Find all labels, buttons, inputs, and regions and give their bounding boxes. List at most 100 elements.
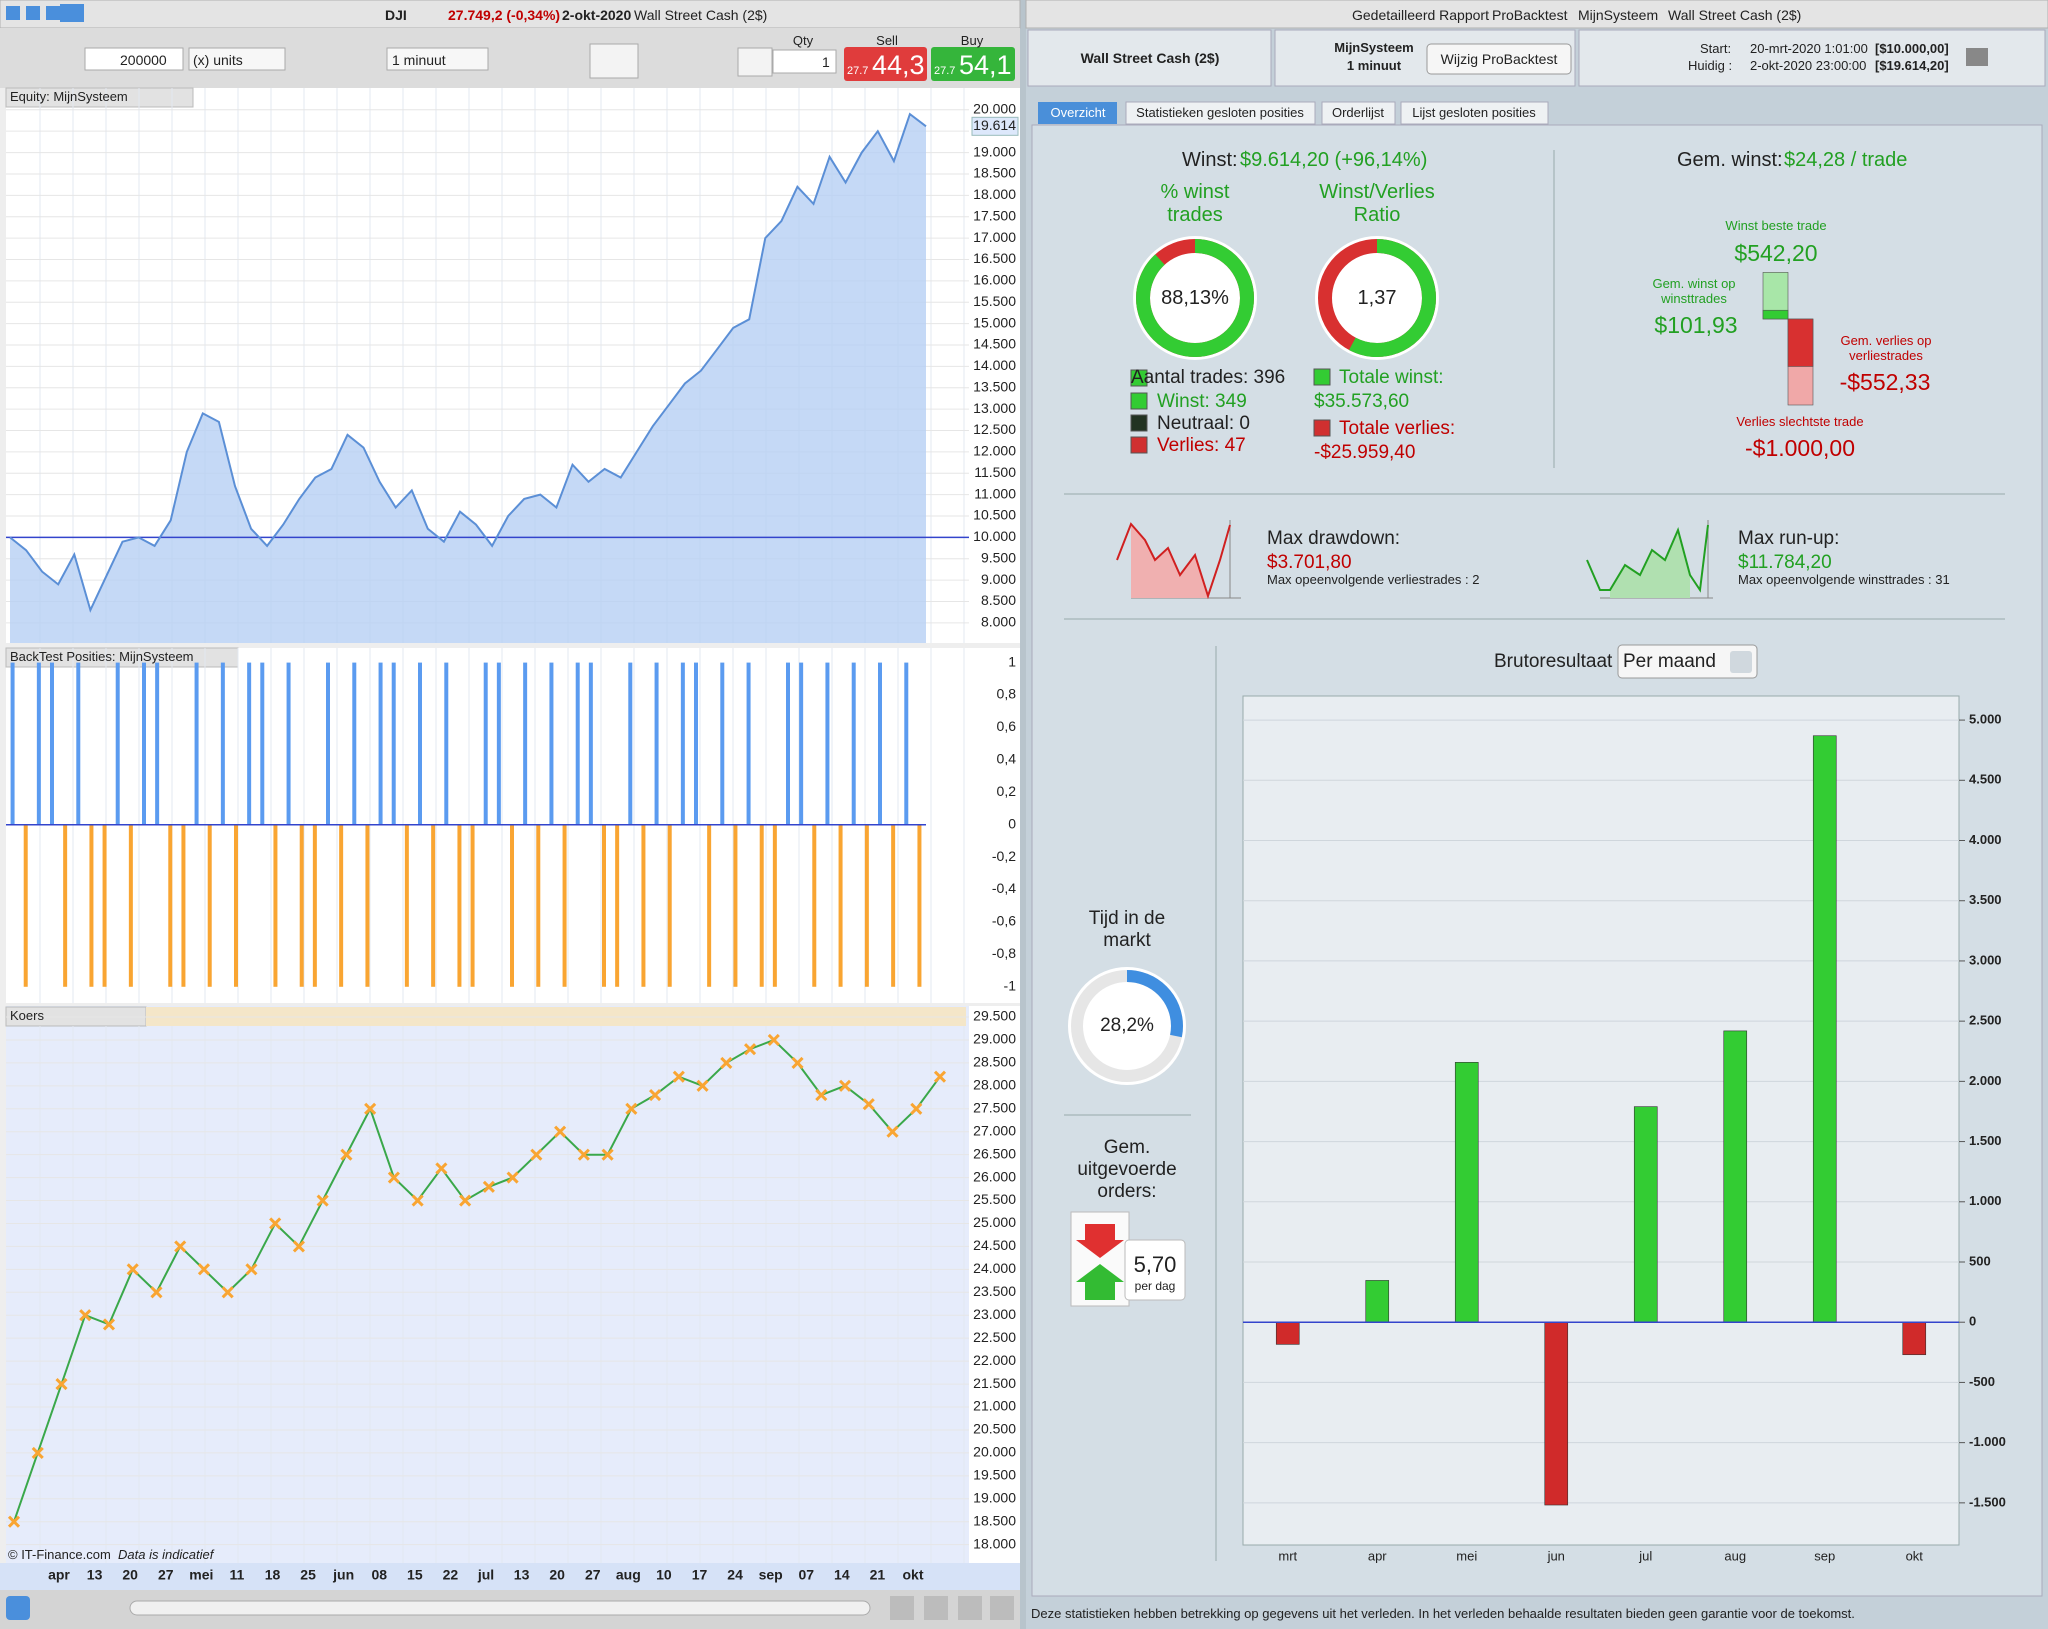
bar [628,662,633,825]
marker [625,1102,638,1115]
start-capital: [$10.000,00] [1875,41,1949,56]
units[interactable]: (x) units [193,52,243,68]
edit-button-label[interactable]: Wijzig ProBacktest [1440,51,1558,67]
y-tick-label: 17.000 [973,229,1016,245]
quantity-input[interactable] [84,47,184,71]
bar [799,662,804,825]
edit-button[interactable] [1426,43,1572,75]
marker [886,1125,899,1138]
sell-button[interactable] [844,47,927,81]
y-tick-label: 4.000 [1969,832,2002,847]
total-loss: -$25.959,40 [1314,442,1416,463]
x-tick-label: aug [1724,1548,1746,1563]
y-tick-label: 20.000 [973,1444,1016,1460]
date-label: 11 [230,1567,245,1583]
y-tick-label: 1 [1008,653,1016,669]
tab[interactable] [1321,101,1396,125]
zoom-button[interactable] [958,1596,982,1620]
quantity[interactable]: 200000 [120,52,167,68]
bar [115,662,120,825]
tab[interactable] [1125,101,1316,125]
bar [812,824,817,987]
marker [530,1148,543,1161]
y-tick-label: 0,2 [997,783,1017,799]
legend-neutral [1130,414,1148,432]
marker [102,1318,116,1331]
bar [562,824,567,987]
bar [50,662,54,825]
legend-loss [1130,436,1148,454]
instrument: Wall Street Cash (2$) [1080,50,1220,66]
tab[interactable] [1400,101,1549,125]
y-tick-label: 13.000 [973,400,1016,416]
share-button[interactable] [6,1596,30,1620]
print-button[interactable] [1966,48,1988,66]
date-label: 18 [265,1567,281,1583]
y-tick-label: 0,8 [997,686,1017,702]
drawdown-icon [1116,520,1241,600]
tab-label[interactable]: Overzicht [1050,105,1106,120]
marker [292,1240,305,1253]
window-button[interactable] [26,6,40,20]
y-tick-label: 26.000 [973,1168,1016,1184]
buy-label: Buy [960,33,984,48]
buy-button[interactable] [931,47,1015,81]
scrollbar[interactable] [129,1600,871,1616]
y-tick-label: 8.500 [981,592,1016,608]
bar [1723,1030,1748,1323]
panel-title: Koers [10,1008,44,1023]
marker [696,1079,709,1092]
y-tick-label: 25.500 [973,1191,1016,1207]
timeframe-select[interactable] [386,47,489,71]
qty[interactable]: 1 [822,54,830,70]
y-tick-label: -1.000 [1969,1434,2006,1449]
marker [7,1515,21,1528]
date-label: 20 [122,1567,138,1583]
current-capital: [$19.614,20] [1875,58,1949,73]
tab-label[interactable]: Lijst gesloten posities [1412,105,1536,120]
keyboard-button[interactable] [60,4,84,22]
tab-label[interactable]: Orderlijst [1331,105,1385,120]
tab-active[interactable] [1038,102,1117,124]
period[interactable]: Per maand [1623,651,1716,672]
sell-prefix[interactable]: 27.7 [847,65,869,77]
timeframe[interactable]: 1 minuut [392,52,446,68]
qty-input[interactable] [772,49,837,74]
last-value-box [971,116,1019,136]
zoom-button[interactable] [924,1596,948,1620]
marker [411,1194,424,1207]
bar [142,662,146,825]
y-tick-label: 3.000 [1969,952,2002,967]
y-tick-label: 2.500 [1969,1013,2002,1028]
drawdown: $3.701,80 [1267,552,1352,573]
units-select[interactable] [188,47,286,71]
settings-button[interactable] [737,47,773,77]
date-label: jul [477,1567,494,1583]
tab-label[interactable]: Statistieken gesloten posities [1136,105,1304,120]
buy-prefix[interactable]: 27.7 [934,65,956,77]
indicator-button[interactable] [589,43,639,79]
period-select[interactable] [1617,644,1758,679]
select-arrow[interactable] [1730,651,1752,673]
bar [864,824,869,987]
bar [733,824,738,987]
window-button[interactable] [6,6,20,20]
window-button[interactable] [46,6,60,20]
y-tick-label: 22.000 [973,1352,1016,1368]
y-tick-label: 29.000 [973,1031,1016,1047]
system: MijnSysteem [1334,40,1414,55]
zoom-button[interactable] [890,1596,914,1620]
price-axis [969,1006,1020,1563]
buy-price[interactable]: 54,1 [959,50,1012,80]
zoom-button[interactable] [990,1596,1014,1620]
y-tick-label: 0,4 [997,751,1017,767]
y-tick-label: 23.000 [973,1306,1016,1322]
marker [459,1194,472,1207]
orders-value: 5,70 [1133,1252,1177,1277]
sell-price[interactable]: 44,3 [872,50,925,80]
sell-label: Sell [876,33,898,48]
bar [76,662,81,825]
marker [482,1180,495,1193]
bar [680,662,685,825]
